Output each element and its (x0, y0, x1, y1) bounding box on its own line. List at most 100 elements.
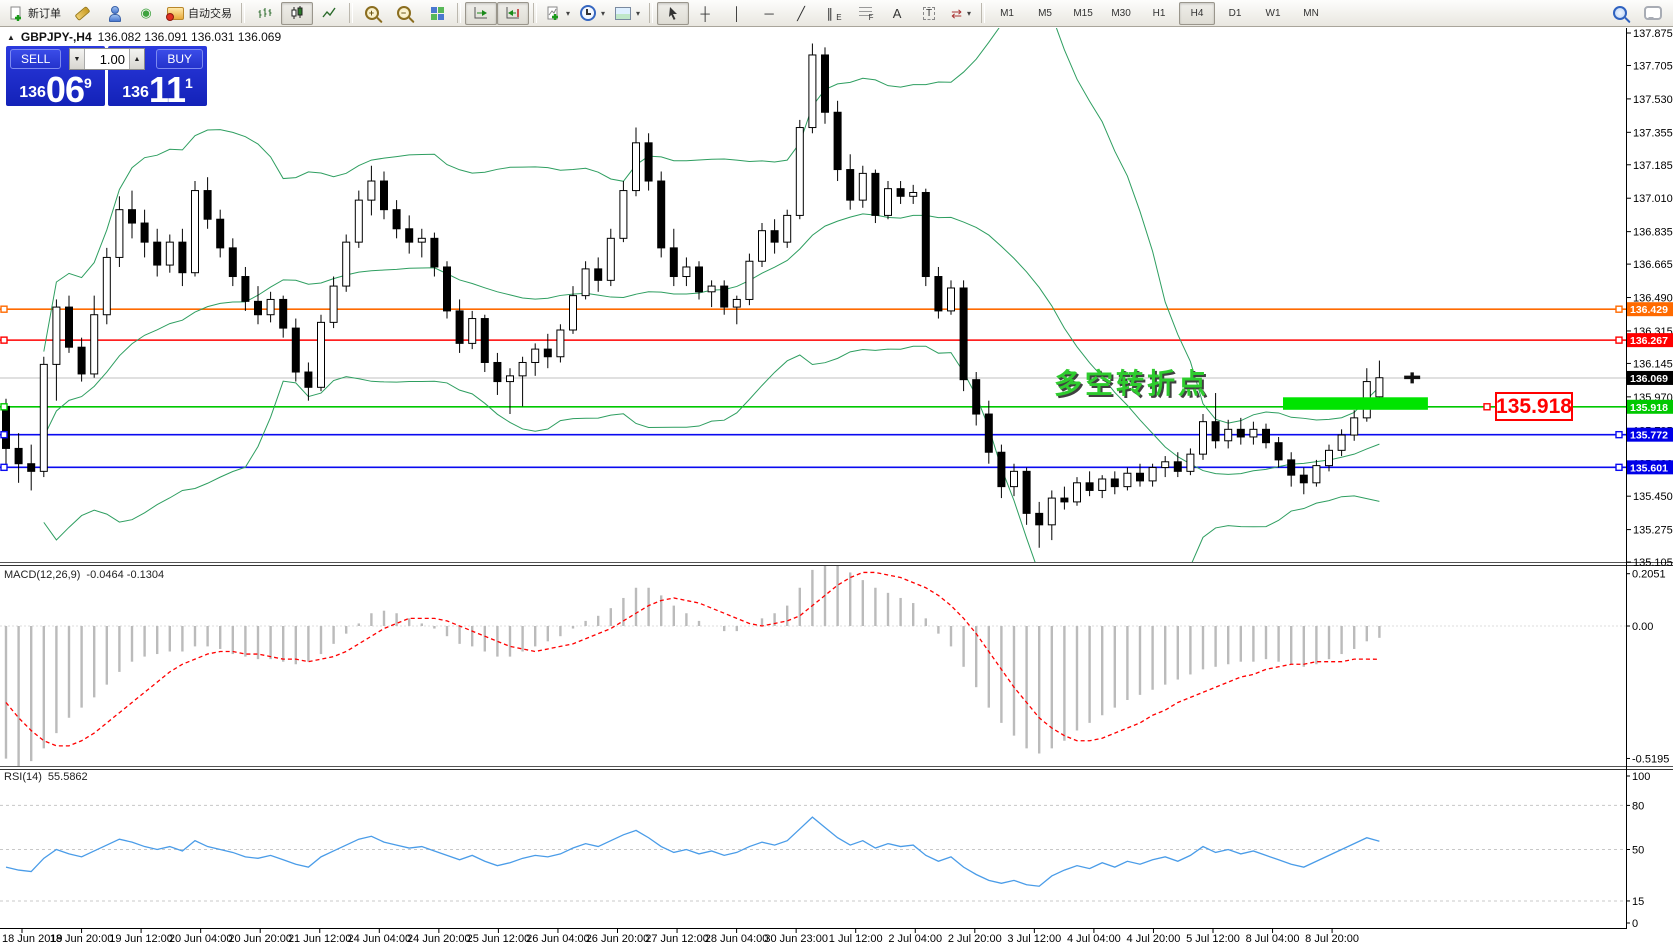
svg-text:136.069: 136.069 (1630, 373, 1668, 385)
buy-price-main: 11 (148, 69, 186, 111)
candle (1010, 470, 1018, 488)
sell-button[interactable]: SELL (10, 49, 62, 69)
autotrading-button[interactable]: 自动交易 (162, 2, 237, 25)
periods-button[interactable]: ▾ (575, 2, 610, 25)
support-zone-rect (1283, 397, 1428, 410)
price-cross-marker[interactable] (1404, 372, 1421, 384)
candle (430, 237, 439, 268)
timeframe-W1[interactable]: W1 (1265, 7, 1281, 19)
indicators-button[interactable]: ▾ (541, 2, 575, 25)
buy-button[interactable]: BUY (156, 49, 203, 69)
svg-text:137.185: 137.185 (1633, 160, 1673, 172)
candle (342, 241, 351, 287)
timeframe-M5[interactable]: M5 (1038, 7, 1052, 19)
svg-text:137.355: 137.355 (1633, 127, 1673, 139)
svg-text:80: 80 (1632, 800, 1644, 812)
candle (1211, 421, 1220, 442)
line-chart-button[interactable] (313, 2, 345, 25)
svg-text:136.490: 136.490 (1633, 293, 1673, 305)
tile-windows-button[interactable] (421, 2, 453, 25)
label-tool-icon: T (922, 6, 936, 20)
candle (77, 346, 86, 375)
candle (682, 266, 691, 278)
horizontal-line-tool-button[interactable]: ─ (753, 2, 785, 25)
bar-chart-button[interactable] (249, 2, 281, 25)
timeframe-H4[interactable]: H4 (1179, 1, 1216, 25)
candle (947, 287, 955, 312)
label-tool-button[interactable]: T (913, 2, 945, 25)
chart-shift-button[interactable] (497, 1, 529, 25)
sell-panel[interactable]: SELL 136 06 9 (6, 46, 105, 108)
crayon-button[interactable] (66, 2, 98, 25)
candlestick-chart-button[interactable] (281, 1, 313, 25)
trendline-tool-button[interactable]: ╱ (785, 2, 817, 25)
svg-text:4 Jul 04:00: 4 Jul 04:00 (1067, 933, 1121, 945)
timeframe-H1[interactable]: H1 (1152, 7, 1166, 19)
candle (1161, 461, 1170, 469)
toolbar-separator (349, 3, 353, 23)
candle (1123, 472, 1132, 488)
candle (27, 463, 36, 472)
auto-scroll-icon (474, 7, 487, 19)
macd-panel (0, 566, 1626, 766)
candle (115, 209, 124, 258)
profile-button[interactable] (98, 2, 130, 25)
candle (1136, 472, 1144, 482)
volume-increase-button[interactable]: ▲ (129, 49, 144, 69)
candle (14, 447, 23, 465)
collapse-panel-icon[interactable]: ▲ (7, 32, 15, 42)
candle (203, 190, 212, 220)
candle (102, 256, 111, 316)
zoom-in-button[interactable]: + (357, 2, 389, 25)
svg-text:25 Jun 12:00: 25 Jun 12:00 (467, 933, 531, 945)
candle (254, 300, 262, 316)
price-flag-label[interactable]: 135.918 (1495, 392, 1573, 421)
cursor-tool-button[interactable] (657, 1, 690, 25)
candle (1224, 428, 1233, 442)
chart-text-annotation[interactable]: 多空转折点 (1054, 368, 1210, 399)
new-order-button[interactable]: 新订单 (4, 2, 66, 25)
auto-scroll-button[interactable] (465, 1, 497, 25)
svg-text:100: 100 (1632, 771, 1650, 783)
fibonacci-icon: F (858, 7, 874, 22)
fibonacci-tool-button[interactable]: F (849, 2, 881, 25)
text-tool-button[interactable]: A (881, 2, 913, 25)
chat-button[interactable] (1637, 2, 1669, 25)
volume-decrease-button[interactable]: ▼ (70, 49, 85, 69)
candle (657, 180, 666, 249)
channel-tool-button[interactable]: ∥ E (817, 2, 849, 25)
zoom-out-button[interactable]: − (389, 2, 421, 25)
candle (128, 209, 136, 224)
svg-text:-0.5195: -0.5195 (1632, 753, 1669, 765)
volume-input[interactable] (85, 49, 129, 69)
timeframe-M15[interactable]: M15 (1073, 7, 1093, 19)
search-button[interactable] (1605, 2, 1637, 25)
svg-text:26 Jun 04:00: 26 Jun 04:00 (526, 933, 590, 945)
svg-text:0.2051: 0.2051 (1632, 569, 1666, 581)
arrows-tool-button[interactable]: ⇄ ▾ (945, 2, 977, 25)
vertical-line-tool-button[interactable]: │ (721, 2, 753, 25)
svg-text:27 Jun 12:00: 27 Jun 12:00 (645, 933, 709, 945)
timeframe-D1[interactable]: D1 (1228, 7, 1242, 19)
timeframe-M1[interactable]: M1 (1000, 7, 1014, 19)
candle (1047, 497, 1056, 526)
crosshair-tool-button[interactable]: ┼ (689, 2, 721, 25)
buy-price[interactable]: 136 11 1 (108, 69, 207, 111)
templates-button[interactable]: ▾ (610, 2, 645, 25)
signal-button[interactable]: ◉ (130, 2, 162, 25)
candle (1325, 449, 1333, 467)
line-handles[interactable] (0, 305, 1623, 472)
autotrading-label: 自动交易 (188, 8, 232, 20)
svg-text:24 Jun 20:00: 24 Jun 20:00 (407, 933, 471, 945)
candle (884, 188, 892, 216)
timeframe-MN[interactable]: MN (1303, 7, 1319, 19)
candle (531, 348, 540, 363)
buy-panel[interactable]: BUY 136 11 1 (108, 46, 207, 111)
sell-price[interactable]: 136 06 9 (6, 72, 105, 107)
dropdown-caret-icon: ▾ (636, 8, 641, 18)
timeframe-M30[interactable]: M30 (1111, 7, 1131, 19)
bar-chart-icon (258, 8, 272, 18)
candle (354, 199, 363, 243)
